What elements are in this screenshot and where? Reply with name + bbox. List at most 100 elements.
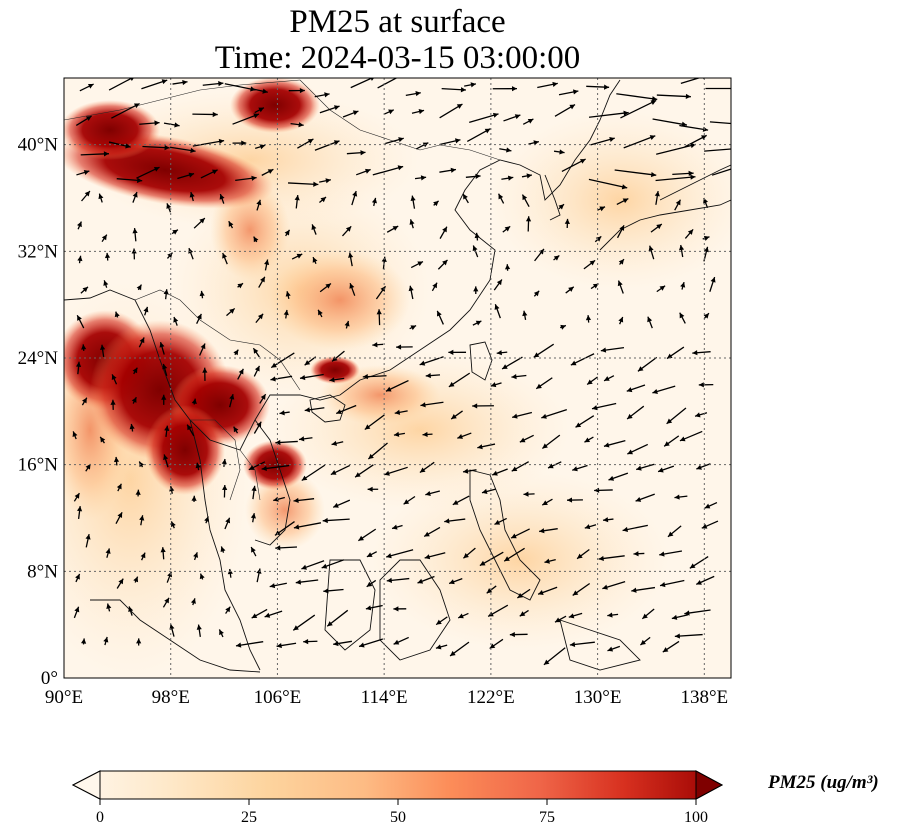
wind-arrow [75, 361, 82, 375]
wind-arrow [372, 342, 384, 348]
wind-arrow [161, 394, 167, 405]
wind-arrow [142, 145, 170, 151]
wind-arrow [494, 304, 501, 319]
wind-arrow [393, 606, 407, 612]
pm25-field [64, 78, 731, 678]
wind-arrow [256, 199, 262, 211]
wind-arrow [81, 190, 91, 202]
x-tick-label: 90°E [45, 687, 83, 708]
wind-arrow [696, 463, 711, 470]
wind-arrow [376, 309, 382, 326]
wind-arrow [636, 463, 655, 471]
wind-arrow [481, 488, 496, 494]
wind-arrow [73, 492, 80, 502]
wind-arrow [666, 407, 687, 425]
wind-arrow [674, 633, 703, 639]
wind-arrow [298, 436, 313, 442]
wind-arrow [408, 285, 414, 300]
wind-arrow [603, 439, 626, 448]
wind-arrow [384, 109, 395, 115]
wind-arrow [519, 434, 534, 443]
wind-arrow [462, 468, 477, 474]
wind-arrow [637, 356, 658, 372]
wind-arrow [493, 279, 503, 291]
wind-arrow [79, 83, 94, 92]
wind-arrow [284, 229, 291, 237]
wind-arrow [299, 373, 324, 381]
wind-arrow [173, 316, 179, 326]
wind-arrow [297, 138, 314, 149]
wind-arrow [586, 376, 598, 386]
y-tick-label: 8°N [27, 561, 58, 582]
wind-arrow [652, 385, 676, 394]
wind-arrow [108, 78, 134, 91]
wind-arrow [229, 394, 235, 408]
wind-arrow [616, 93, 658, 102]
wind-arrow [291, 253, 303, 260]
wind-arrow [616, 224, 625, 239]
wind-arrow [559, 324, 567, 330]
wind-arrow [553, 254, 560, 261]
wind-arrow [351, 190, 358, 206]
wind-arrow [162, 597, 170, 608]
wind-arrow [698, 382, 714, 388]
wind-arrow [439, 167, 457, 173]
wind-arrow [85, 534, 91, 548]
wind-arrow [600, 347, 625, 353]
wind-arrow [425, 372, 441, 379]
wind-arrow [304, 356, 317, 366]
wind-arrow [76, 506, 83, 520]
wind-arrow [622, 524, 648, 533]
wind-arrow [349, 282, 356, 296]
wind-arrow [620, 99, 657, 119]
wind-arrow [77, 221, 82, 230]
wind-arrow [522, 310, 528, 321]
wind-arrow [326, 609, 349, 627]
wind-arrow [594, 235, 602, 243]
wind-arrow [510, 528, 530, 539]
wind-arrow [539, 528, 558, 534]
wind-arrow [346, 150, 366, 156]
wind-arrow [535, 377, 553, 390]
wind-arrow [311, 224, 317, 235]
wind-arrow [106, 603, 112, 612]
wind-arrow [192, 138, 225, 147]
wind-arrow [371, 197, 377, 207]
wind-arrow [558, 203, 565, 210]
wind-arrow [523, 491, 535, 497]
wind-arrow [503, 114, 521, 122]
wind-arrow [448, 578, 463, 585]
wind-arrow [436, 310, 444, 325]
wind-arrow [386, 549, 414, 559]
wind-arrow [659, 550, 683, 557]
wind-arrow [319, 178, 331, 184]
wind-arrow [575, 415, 595, 428]
wind-arrow [585, 315, 592, 323]
wind-arrow [319, 196, 327, 204]
wind-arrow [479, 551, 504, 567]
wind-arrow [521, 194, 530, 208]
wind-arrow [554, 615, 567, 623]
wind-arrow [172, 79, 188, 86]
wind-arrow [403, 495, 416, 505]
colorbar-tick-label: 100 [684, 809, 708, 826]
wind-arrow [497, 193, 505, 204]
wind-arrow [417, 575, 435, 584]
wind-vectors [72, 78, 731, 666]
wind-arrow [656, 285, 666, 293]
colorbar-tick-label: 50 [390, 809, 406, 826]
wind-arrow [689, 556, 709, 569]
wind-arrow [85, 463, 92, 472]
wind-arrow [254, 107, 265, 114]
wind-arrow [105, 548, 111, 558]
colorbar-tick-label: 25 [241, 809, 257, 826]
wind-arrow [678, 244, 685, 258]
wind-arrow [160, 547, 166, 560]
map-frame [63, 77, 732, 679]
wind-arrow [534, 248, 545, 262]
wind-arrow [561, 158, 586, 172]
wind-arrow [473, 286, 479, 294]
wind-arrow [314, 140, 340, 151]
wind-arrow [499, 147, 512, 153]
wind-arrow [199, 573, 205, 580]
